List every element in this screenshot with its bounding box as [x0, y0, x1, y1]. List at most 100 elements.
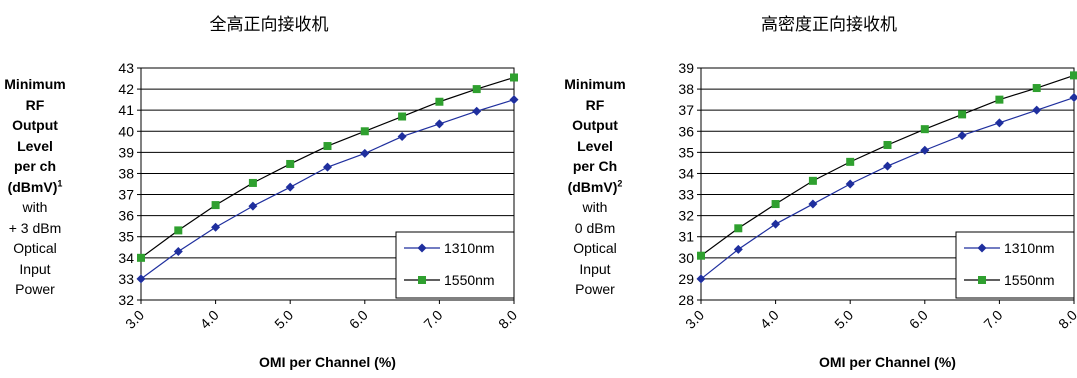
y-axis-label-superscript: 2	[617, 177, 623, 188]
data-point-square	[883, 140, 892, 149]
chart-svg: 28 29 30 31 32 33 34 35 36 37 38 39 3.0 4.0 5.0 6.0 7.0 8…	[678, 60, 1077, 370]
y-axis-label-line: per ch	[4, 156, 66, 177]
y-tick-label: 40	[118, 123, 134, 139]
data-point-square	[435, 97, 444, 106]
x-tick-label: 4.0	[197, 307, 222, 332]
data-point-square	[360, 127, 369, 136]
y-axis-label-text: + 3 dBm	[8, 219, 62, 236]
legend-label: 1310nm	[1004, 240, 1055, 256]
y-axis-label-line: (dBmV)2	[564, 177, 626, 198]
y-tick-label: 36	[118, 208, 134, 224]
y-axis-label-text: Level	[17, 137, 53, 154]
y-axis-label-line: 0 dBm	[564, 218, 626, 239]
y-axis-label: Minimum RF Output Level per Ch (dBmV)2 with 0 …	[564, 74, 626, 300]
data-point-square	[137, 253, 145, 262]
data-point-square	[286, 159, 295, 168]
y-axis-label-line: (dBmV)1	[4, 177, 66, 198]
chart-title: 高密度正向接收机	[761, 15, 897, 35]
legend-marker-diamond	[417, 243, 427, 253]
y-axis-label-line: with	[564, 197, 626, 218]
y-tick-label: 42	[118, 81, 134, 97]
legend-box	[955, 231, 1075, 299]
y-axis-label-line: Power	[4, 279, 66, 300]
chart-title: 全高正向接收机	[209, 15, 329, 35]
y-tick-label: 35	[678, 144, 694, 160]
x-tick-label: 4.0	[757, 307, 782, 332]
y-axis-label-line: Minimum	[4, 74, 66, 95]
legend-label: 1550nm	[444, 272, 495, 288]
y-tick-label: 33	[678, 187, 694, 203]
x-tick-label: 6.0	[346, 307, 371, 332]
data-point-square	[920, 125, 929, 134]
y-axis-label-line: + 3 dBm	[4, 218, 66, 239]
y-tick-label: 38	[118, 165, 134, 181]
data-point-diamond	[696, 274, 706, 284]
legend-marker-square	[978, 276, 986, 284]
y-tick-label: 33	[118, 271, 134, 287]
x-tick-label: 6.0	[906, 307, 931, 332]
legend-label: 1310nm	[444, 240, 495, 256]
y-tick-label: 39	[118, 144, 134, 160]
data-point-diamond	[920, 145, 930, 155]
y-axis-label-text: Optical	[573, 240, 617, 256]
data-point-square	[697, 251, 705, 260]
y-axis-label-text: per ch	[13, 158, 56, 174]
y-axis-label-text: Level	[577, 137, 613, 154]
y-axis-label-text: Minimum	[564, 76, 626, 92]
y-axis-label-text: per Ch	[572, 158, 618, 174]
data-point-diamond	[1032, 105, 1042, 115]
data-point-diamond	[883, 161, 892, 171]
data-point-diamond	[845, 179, 855, 189]
data-point-square	[958, 110, 967, 119]
data-point-diamond	[323, 162, 332, 172]
y-axis-label-line: RF Output	[4, 95, 66, 136]
y-axis-label-line: Minimum	[564, 74, 626, 95]
data-point-square	[734, 224, 743, 233]
y-tick-label: 31	[678, 229, 694, 245]
y-axis-label-line: per Ch	[564, 156, 626, 177]
data-point-square	[248, 178, 257, 187]
x-tick-label: 7.0	[420, 307, 445, 332]
y-axis-label-text: Input	[579, 260, 611, 277]
x-axis-title: OMI per Channel (%)	[819, 354, 956, 370]
data-point-square	[846, 157, 855, 166]
data-point-square	[995, 95, 1004, 104]
y-axis-label-text: Optical	[13, 240, 57, 256]
y-axis-label-text: Input	[19, 260, 51, 277]
y-tick-label: 35	[118, 229, 134, 245]
y-axis-label-line: Level	[4, 136, 66, 157]
data-point-diamond	[360, 148, 370, 158]
x-axis-title: OMI per Channel (%)	[259, 354, 396, 370]
y-tick-label: 34	[678, 165, 694, 181]
data-point-square	[771, 200, 780, 209]
data-point-square	[211, 201, 220, 210]
y-axis-label-superscript: 1	[57, 177, 63, 188]
legend-marker-square	[418, 276, 426, 284]
data-point-diamond	[1069, 93, 1077, 103]
y-axis-label-text: (dBmV)	[7, 178, 58, 195]
chart-panel-full-height: 全高正向接收机 Minimum RF Output Level per ch (dBmV…	[0, 0, 538, 378]
legend-label: 1550nm	[1004, 272, 1055, 288]
y-tick-label: 32	[118, 292, 134, 308]
data-point-diamond	[733, 244, 743, 254]
data-point-square	[1032, 84, 1041, 93]
y-axis-label-line: with	[4, 197, 66, 218]
legend-marker-diamond	[977, 243, 987, 253]
y-axis-label-text: Minimum	[4, 76, 66, 92]
y-tick-label: 39	[678, 60, 694, 76]
data-point-diamond	[285, 182, 295, 192]
y-tick-label: 36	[678, 123, 694, 139]
x-tick-label: 8.0	[1055, 307, 1077, 332]
y-tick-label: 29	[678, 271, 694, 287]
y-axis-label-text: RF Output	[572, 96, 618, 134]
x-tick-label: 5.0	[831, 307, 856, 332]
data-point-diamond	[994, 118, 1004, 128]
y-axis-label-text: Power	[15, 281, 55, 297]
y-axis-label-text: with	[582, 199, 608, 215]
y-axis-label-text: with	[22, 199, 48, 215]
y-tick-label: 30	[678, 250, 694, 266]
y-axis-label-text: RF Output	[12, 96, 58, 134]
y-tick-label: 37	[118, 187, 134, 203]
x-tick-label: 8.0	[495, 307, 520, 332]
data-point-square	[174, 226, 183, 235]
